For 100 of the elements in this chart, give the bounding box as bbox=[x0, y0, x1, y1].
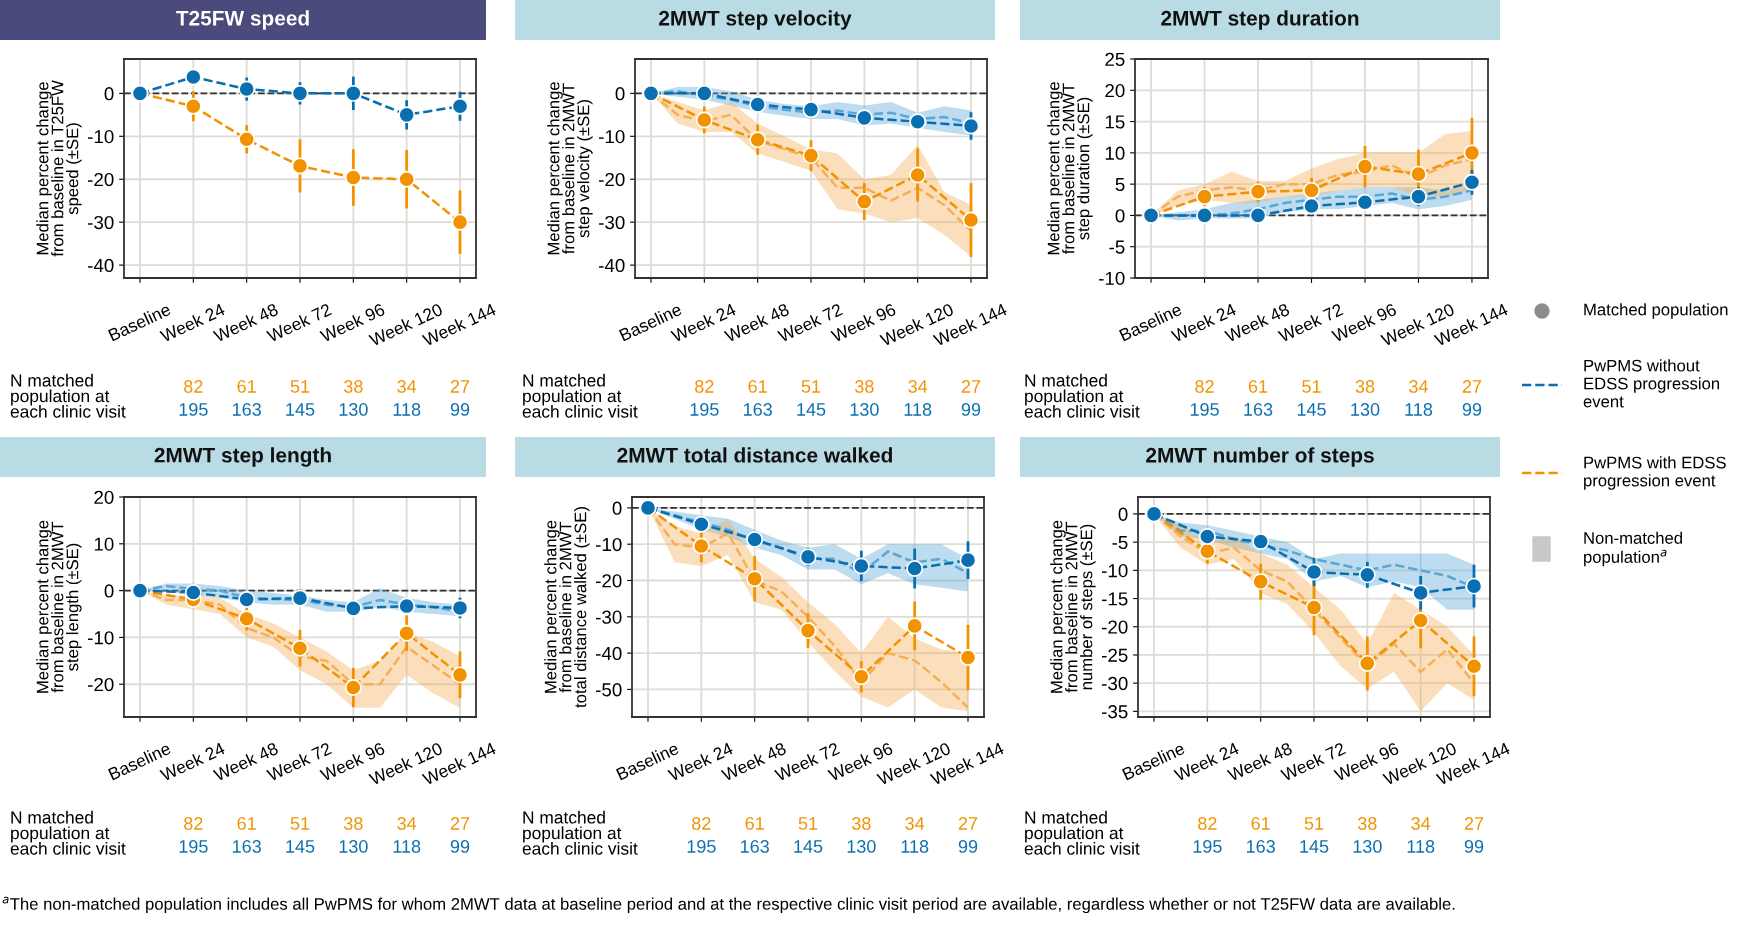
text: Non-matched population$^{a}$ bbox=[1584, 531, 1682, 567]
text: 34 bbox=[1411, 817, 1431, 830]
text: 34 bbox=[905, 817, 925, 830]
y-tick-label: -20 bbox=[88, 172, 114, 187]
text: 163 bbox=[232, 840, 261, 853]
text: 195 bbox=[1190, 403, 1219, 416]
text: 145 bbox=[797, 403, 826, 416]
text: 163 bbox=[1246, 840, 1275, 853]
text: 61 bbox=[748, 380, 767, 393]
y-tick-label: -30 bbox=[599, 215, 625, 230]
text: 38 bbox=[1357, 817, 1377, 830]
text: N matched population at each clinic visit bbox=[522, 373, 638, 418]
text: 163 bbox=[1244, 403, 1273, 416]
text: N matched population at each clinic visit bbox=[1024, 373, 1140, 418]
chart-title: 2MWT step length bbox=[154, 447, 331, 467]
y-tick-label: 0 bbox=[1118, 507, 1128, 521]
y-tick-label: -10 bbox=[88, 130, 114, 144]
text: 82 bbox=[1198, 817, 1217, 830]
text: 118 bbox=[1407, 840, 1435, 853]
text: 51 bbox=[798, 817, 818, 830]
text: 163 bbox=[232, 403, 261, 416]
y-axis-title: Median percent change from baseline in 2MWT number of steps (±SE) bbox=[1050, 520, 1096, 693]
chart-title: T25FW speed bbox=[176, 10, 309, 30]
y-tick-label: 20 bbox=[94, 490, 114, 504]
text: 195 bbox=[179, 403, 208, 416]
text: PwPMS without EDSS progression event bbox=[1583, 359, 1720, 408]
text: 27 bbox=[450, 380, 470, 393]
y-tick-label: -10 bbox=[1102, 564, 1128, 578]
text: 82 bbox=[184, 817, 203, 830]
y-tick-label: -20 bbox=[596, 574, 622, 588]
text: 195 bbox=[687, 840, 716, 853]
text: 38 bbox=[851, 817, 871, 830]
text: 51 bbox=[801, 380, 821, 393]
text: 61 bbox=[237, 817, 256, 830]
text: 195 bbox=[179, 840, 208, 853]
text: N matched population at each clinic visit bbox=[10, 810, 126, 855]
y-axis-title: Median percent change from baseline in 2MWT step velocity (±SE) bbox=[547, 82, 593, 255]
chart-title: 2MWT step velocity bbox=[659, 10, 852, 30]
y-tick-label: -50 bbox=[596, 683, 622, 697]
y-tick-label: -40 bbox=[88, 258, 114, 273]
y-axis-title: Median percent change from baseline in 2MWT step duration (±SE) bbox=[1047, 82, 1093, 255]
chart-title: 2MWT number of steps bbox=[1146, 447, 1374, 467]
text: 34 bbox=[908, 380, 928, 393]
text: 27 bbox=[450, 817, 470, 830]
text: 38 bbox=[1355, 380, 1375, 393]
y-tick-label: 0 bbox=[104, 584, 114, 598]
chart-title: 2MWT total distance walked bbox=[617, 447, 892, 463]
text: 118 bbox=[393, 403, 421, 416]
y-tick-label: -40 bbox=[596, 646, 622, 661]
y-tick-label: 5 bbox=[1115, 178, 1125, 192]
text: 61 bbox=[237, 380, 256, 393]
text: 163 bbox=[743, 403, 772, 416]
text: 51 bbox=[290, 380, 310, 393]
y-tick-label: -40 bbox=[599, 258, 625, 273]
text: 130 bbox=[850, 403, 879, 416]
text: 61 bbox=[1251, 817, 1270, 830]
y-tick-label: -30 bbox=[1102, 676, 1128, 691]
text: 27 bbox=[961, 380, 981, 393]
text: 82 bbox=[692, 817, 711, 830]
text: 99 bbox=[450, 840, 470, 853]
text: 130 bbox=[1351, 403, 1380, 416]
y-tick-label: 0 bbox=[612, 501, 622, 515]
text: 99 bbox=[958, 840, 978, 853]
text: 27 bbox=[958, 817, 978, 830]
text: 130 bbox=[339, 840, 368, 853]
text: 27 bbox=[1462, 380, 1482, 393]
y-tick-label: 10 bbox=[94, 537, 114, 551]
text: N matched population at each clinic visit bbox=[10, 373, 126, 418]
y-tick-label: 20 bbox=[1105, 83, 1125, 98]
y-axis-title: Median percent change from baseline in 2MWT total distance walked (±SE) bbox=[544, 507, 590, 708]
y-tick-label: 0 bbox=[1115, 209, 1125, 223]
text: 195 bbox=[1193, 840, 1222, 853]
text: 61 bbox=[745, 817, 764, 830]
y-tick-label: -5 bbox=[1112, 536, 1128, 550]
text: 38 bbox=[343, 817, 363, 830]
y-tick-label: -30 bbox=[596, 610, 622, 624]
text: 118 bbox=[901, 840, 929, 853]
text: 99 bbox=[961, 403, 981, 416]
text: N matched population at each clinic visit bbox=[522, 810, 638, 855]
text: 145 bbox=[286, 840, 315, 853]
y-tick-label: 15 bbox=[1105, 115, 1125, 129]
y-tick-label: -5 bbox=[1109, 240, 1125, 254]
y-tick-label: -25 bbox=[1102, 648, 1128, 662]
text: 38 bbox=[854, 380, 874, 393]
y-axis-title: Median percent change from baseline in T25FW speed (±SE) bbox=[36, 80, 82, 257]
text: N matched population at each clinic visit bbox=[1024, 810, 1140, 855]
text: 99 bbox=[1462, 403, 1482, 416]
text: 34 bbox=[397, 380, 417, 393]
text: 34 bbox=[1409, 380, 1428, 393]
text: 82 bbox=[184, 380, 203, 393]
chart-title: 2MWT step duration bbox=[1161, 10, 1359, 30]
text: 82 bbox=[1195, 380, 1214, 393]
text: 145 bbox=[1300, 840, 1329, 853]
y-tick-label: -10 bbox=[1099, 271, 1125, 285]
text: 61 bbox=[1248, 380, 1268, 393]
text: 38 bbox=[343, 380, 363, 393]
y-tick-label: -10 bbox=[599, 130, 625, 144]
text: 99 bbox=[1464, 840, 1484, 853]
text: 130 bbox=[1353, 840, 1382, 853]
text: 130 bbox=[847, 840, 876, 853]
